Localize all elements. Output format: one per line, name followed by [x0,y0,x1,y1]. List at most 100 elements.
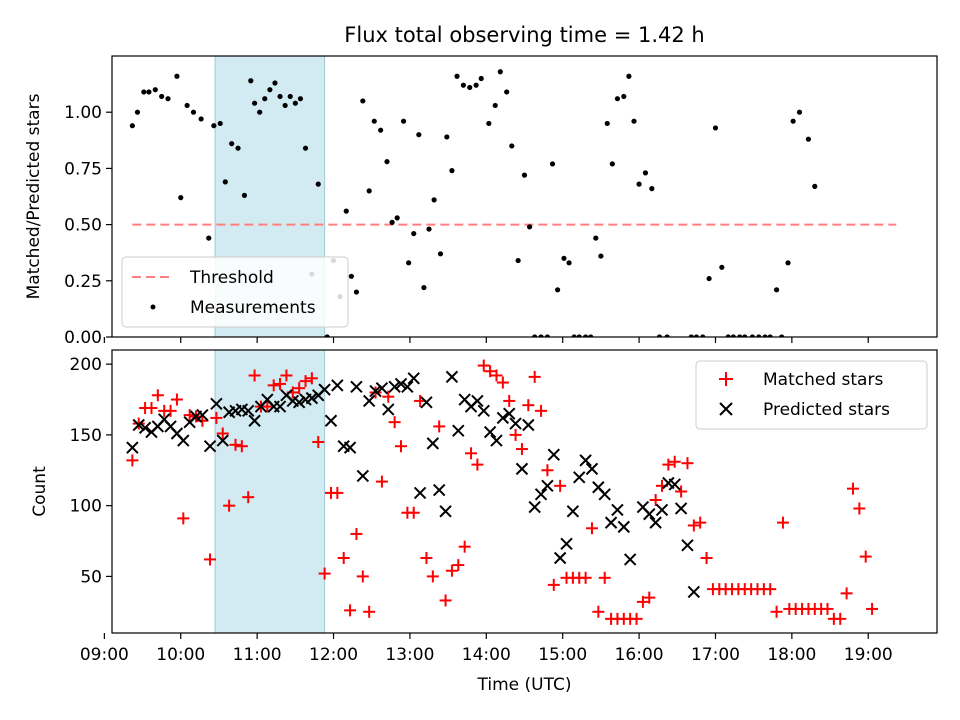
predicted-star-point [401,380,414,393]
predicted-star-point [216,434,229,447]
matched-star-point [204,553,217,566]
matched-star-point [490,369,503,382]
measurement-point [366,188,372,194]
predicted-star-point [318,383,331,396]
matched-star-point [662,458,675,471]
measurement-point [719,264,725,270]
measurement-point [756,334,762,337]
measurement-point [152,87,158,93]
matched-star-point [681,457,694,470]
measurement-point [421,284,427,291]
matched-star-point [132,417,145,430]
predicted-star-point [432,483,446,497]
predicted-star-point [305,391,319,405]
matched-star-point [229,438,242,451]
legend-threshold-label: Threshold [189,268,274,288]
predicted-star-point [674,502,688,515]
bottom-legend-box [695,360,928,430]
matched-star-point [547,578,560,591]
matched-star-point [267,379,280,392]
matched-star-point [630,612,643,625]
predicted-star-point [388,380,401,393]
measurement-point [544,334,551,337]
bottom-y-axis-label: Count [30,466,50,517]
measurement-point [297,96,304,102]
matched-star-point [465,447,478,460]
measurement-point [749,334,755,337]
predicted-star-point [394,377,408,391]
predicted-star-point [273,400,287,413]
predicted-star-point [617,520,631,534]
top-y-tick-label: 0.00 [64,328,102,348]
matched-star-point [445,564,458,577]
measurement-point [467,84,473,91]
matched-star-point [363,605,376,618]
x-tick-label: 19:00 [844,645,893,665]
matched-star-point [369,386,382,399]
predicted-star-point [203,440,217,453]
matched-star-point [170,393,183,406]
measurement-point [292,100,298,106]
predicted-star-point [356,469,370,483]
matched-star-point [261,400,274,413]
measurement-point [626,73,632,79]
predicted-star-point [292,396,306,409]
measurement-point [400,118,407,124]
bottom-panel: 50 100 150 200 09:00 10:00 11:00 12:00 13:00 14:… [30,349,938,695]
predicted-star-point [126,441,139,454]
measurement-point [762,334,768,337]
measurement-point [282,102,288,109]
measurement-point [779,334,785,337]
measurement-point [141,89,147,95]
matched-star-point [375,475,388,488]
matched-star-point [407,506,420,519]
predicted-star-point [452,424,465,437]
x-tick-label: 13:00 [385,645,434,665]
top-y-tick-label: 0.25 [64,272,102,292]
predicted-star-point [439,505,452,518]
measurement-point [444,134,450,140]
matched-star-point [177,512,190,525]
predicted-star-point [132,418,145,432]
measurement-point [742,334,748,337]
x-tick-label: 10:00 [156,645,205,665]
predicted-star-point [528,500,541,514]
measurement-point [267,87,273,93]
measurement-point [222,179,228,185]
predicted-star-point [471,394,484,408]
predicted-star-point [477,404,490,418]
matched-star-point [471,458,484,471]
measurement-point [460,82,466,88]
matched-star-point [356,570,369,583]
top-legend: Threshold Measurements [121,256,349,328]
matched-star-point [452,559,465,572]
matched-star-point [299,375,312,388]
matched-star-point [585,522,598,535]
predicted-star-point [343,441,357,454]
measurement-point [206,235,212,241]
measurement-point [159,93,165,100]
measurement-point [664,334,670,337]
matched-star-point [522,399,535,412]
predicted-star-point [496,411,510,425]
measurement-point [257,109,263,115]
x-tick-label: 15:00 [538,645,587,665]
predicted-star-point [611,503,624,517]
measurement-point [576,334,582,337]
bottom-y-axis: 50 100 150 200 [70,355,112,587]
matched-star-point [776,516,789,529]
predicted-star-point [604,516,618,529]
matched-star-point [866,602,879,615]
measurement-point [598,253,604,259]
measurement-point [302,145,309,151]
measurement-point [251,100,258,106]
matched-star-point [764,583,777,596]
predicted-star-point [177,434,190,447]
measurement-point [521,172,528,178]
predicted-star-point [579,454,592,467]
x-tick-label: 12:00 [309,645,358,665]
measurement-point [730,334,736,337]
matched-star-point [312,435,325,448]
matched-star-point [426,570,439,583]
matched-star-point [420,552,433,565]
